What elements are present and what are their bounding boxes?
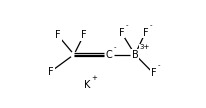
Text: F: F <box>48 67 53 77</box>
Text: F: F <box>150 68 156 78</box>
Text: K: K <box>83 80 90 90</box>
Text: C: C <box>105 50 112 60</box>
Text: +: + <box>90 75 96 81</box>
Text: 3+: 3+ <box>139 44 149 50</box>
Text: -: - <box>125 22 128 28</box>
Text: F: F <box>142 28 147 37</box>
Text: -: - <box>157 63 160 69</box>
Text: F: F <box>118 28 124 37</box>
Text: -: - <box>113 44 116 50</box>
Text: B: B <box>131 50 138 60</box>
Text: -: - <box>149 22 152 28</box>
Text: F: F <box>55 30 61 40</box>
Text: F: F <box>80 30 86 40</box>
